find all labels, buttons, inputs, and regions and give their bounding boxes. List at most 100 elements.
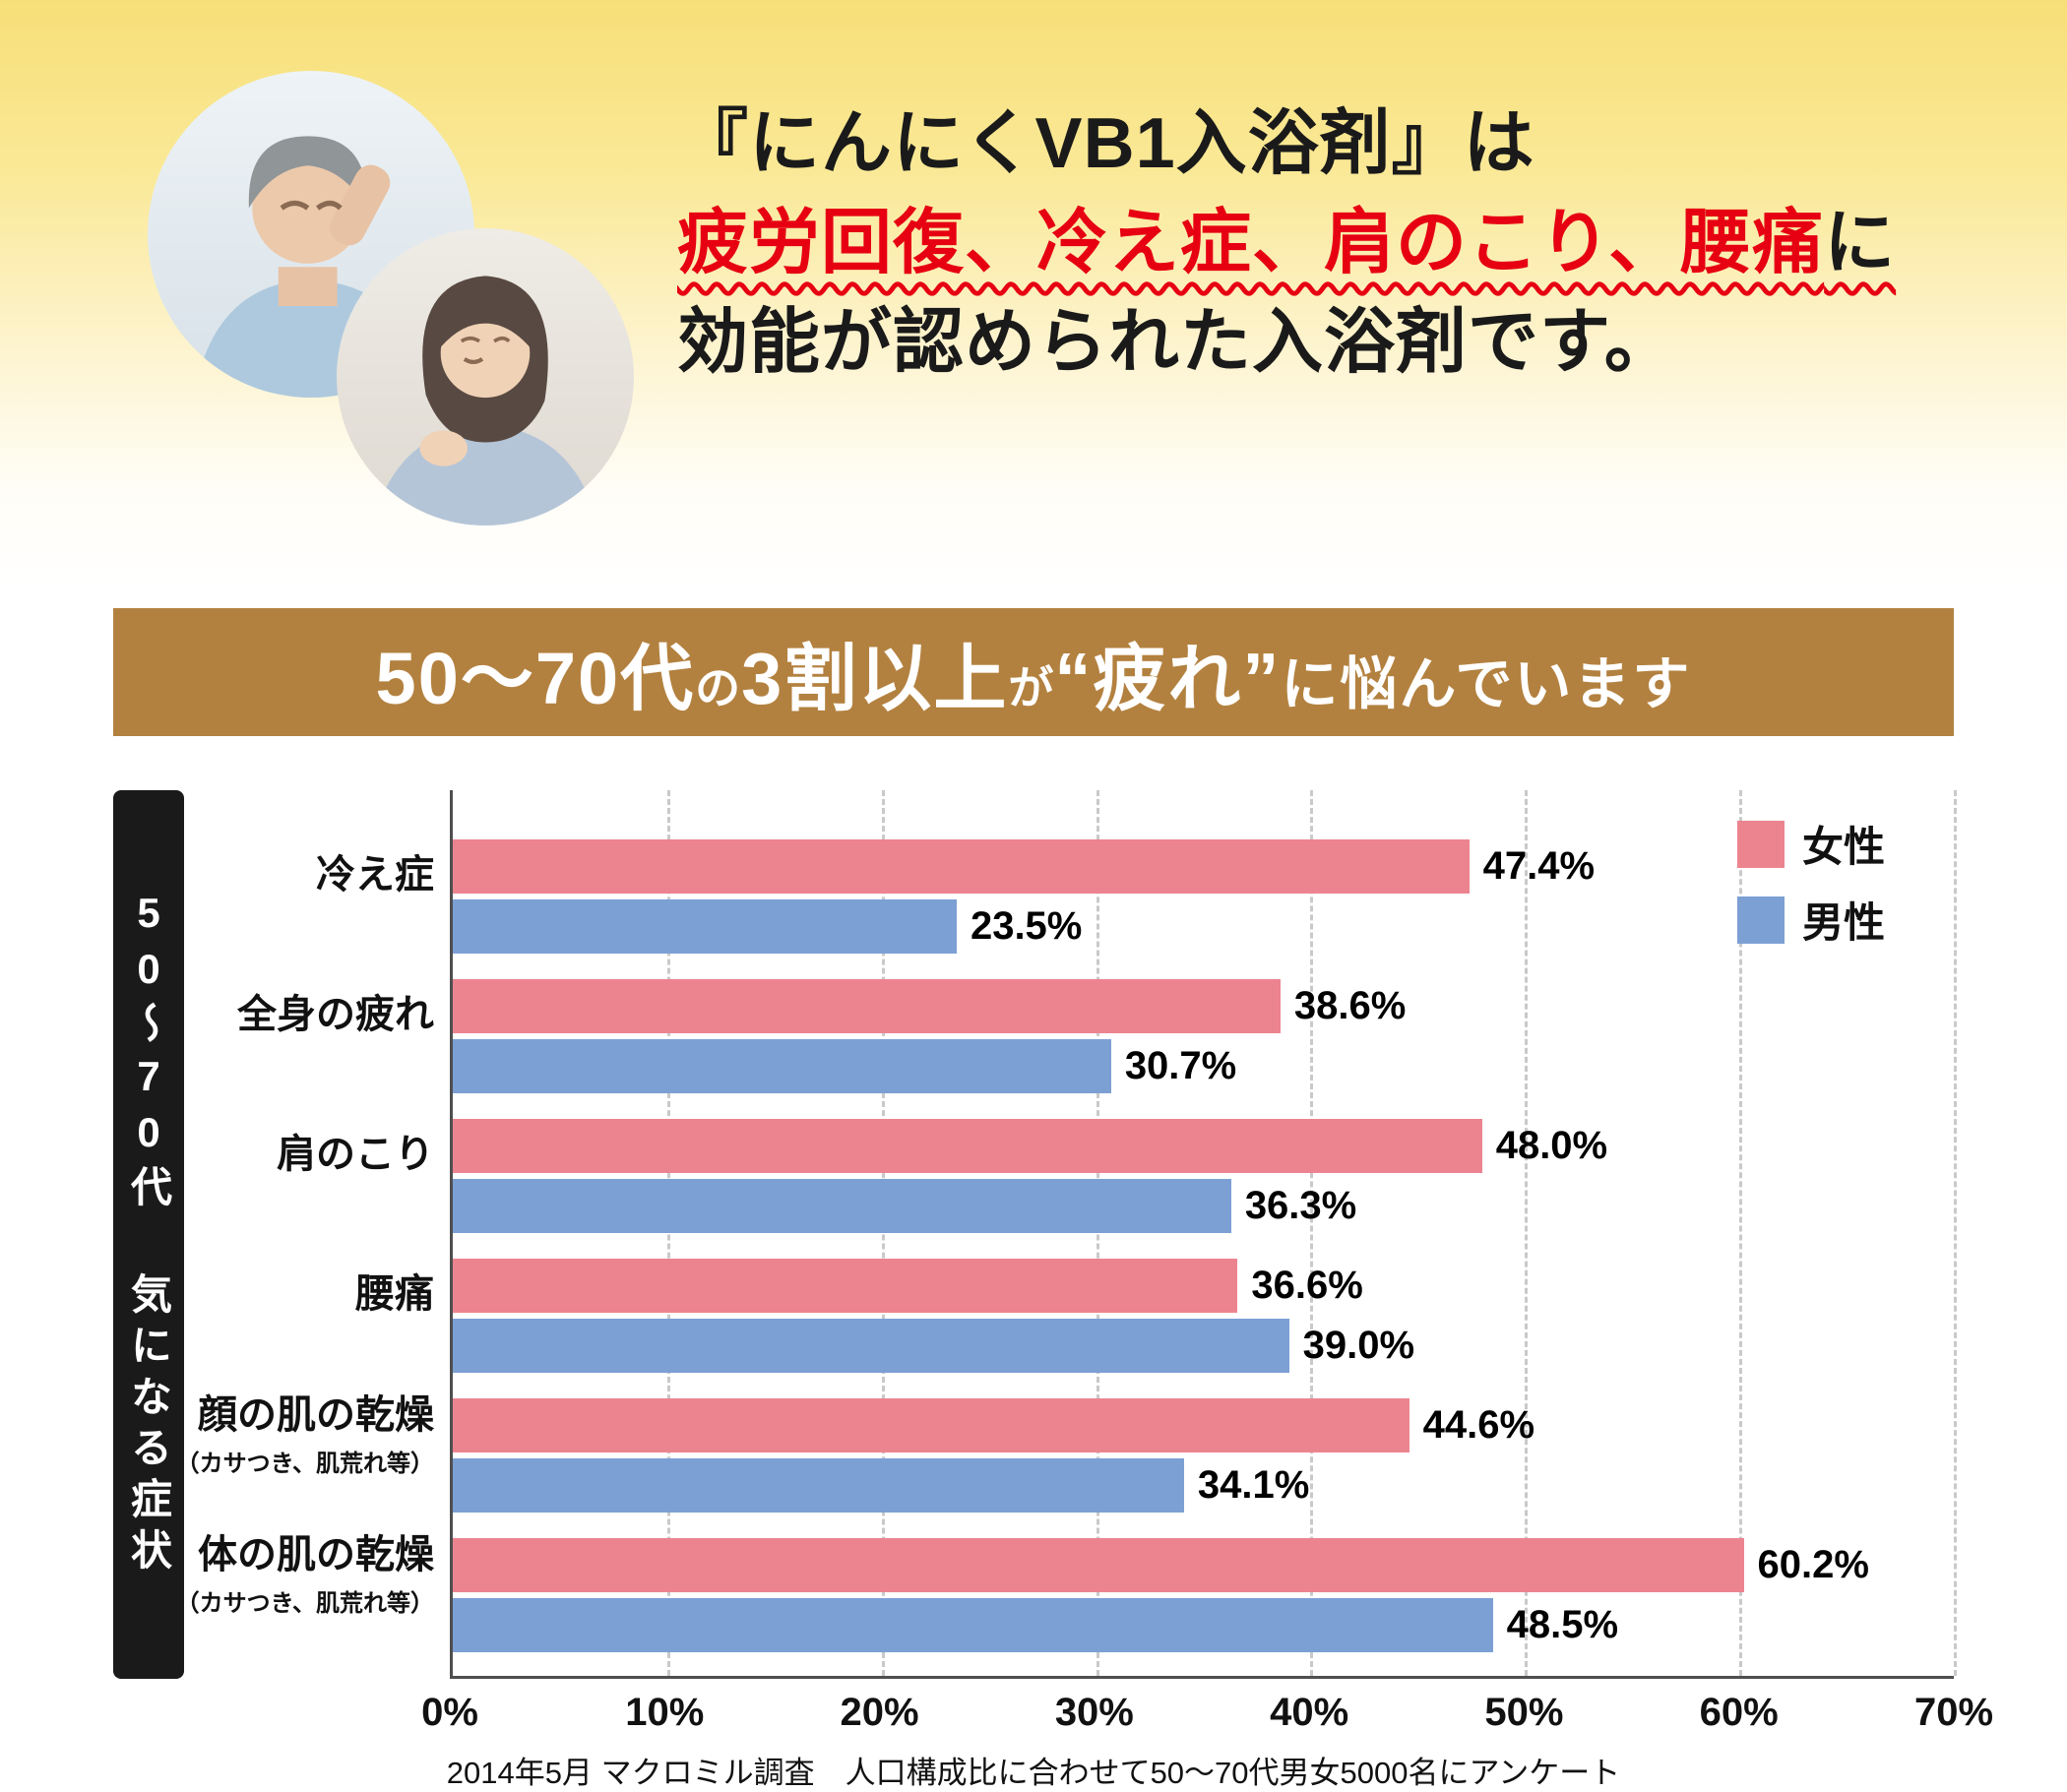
legend-swatch xyxy=(1736,820,1785,868)
category-sublabel: （カサつき、肌荒れ等） xyxy=(175,1589,434,1617)
bar-value-label: 47.4% xyxy=(1482,844,1596,888)
male-bar xyxy=(453,1598,1493,1652)
headline-banner: 50〜70代の3割以上が“疲れ”に悩んでいます xyxy=(113,608,1954,736)
chart-side-label-text: 50〜70代 気になる症状 xyxy=(125,890,172,1579)
category-sublabel: （カサつき、肌荒れ等） xyxy=(175,1450,434,1477)
bar-value-label: 48.5% xyxy=(1506,1603,1619,1646)
category-label: 腰痛 xyxy=(355,1272,434,1316)
bar-row: 39.0% xyxy=(453,1319,1954,1373)
bar-row: 44.6% xyxy=(453,1398,1954,1452)
male-bar xyxy=(453,899,957,954)
gridline xyxy=(1525,790,1529,1676)
x-axis-tick-label: 50% xyxy=(1484,1691,1564,1734)
male-bar xyxy=(453,1179,1231,1233)
female-bar xyxy=(453,1538,1744,1592)
gridline xyxy=(1310,790,1314,1676)
bar-value-label: 36.3% xyxy=(1244,1184,1357,1227)
bar-group: 44.6% 34.1% xyxy=(453,1398,1954,1513)
hero-section: 『にんにくVB1入浴剤』は 疲労回復、冷え症、肩のこり、腰痛に 効能が認められた… xyxy=(0,0,2067,590)
category-label: 顔の肌の乾燥 xyxy=(198,1392,434,1437)
woman-illustration xyxy=(337,228,634,525)
male-bar xyxy=(453,1319,1289,1373)
bar-group: 60.2% 48.5% xyxy=(453,1538,1954,1652)
female-bar xyxy=(453,839,1470,894)
category-label-row: 全身の疲れ xyxy=(196,954,450,1068)
gridline xyxy=(1739,790,1743,1676)
bar-row: 36.6% xyxy=(453,1259,1954,1313)
banner-text-segment: の xyxy=(695,661,742,713)
chart-plot-area: 女性男性 47.4% 23.5% 38.6% 30.7% 48.0% 36.3% 36.6%… xyxy=(450,790,1957,1679)
category-label: 体の肌の乾燥 xyxy=(198,1532,434,1576)
bar-row: 60.2% xyxy=(453,1538,1954,1592)
hero-line-1: 『にんにくVB1入浴剤』は xyxy=(677,104,1535,183)
category-label-row: 顔の肌の乾燥 （カサつき、肌荒れ等） xyxy=(176,1373,450,1487)
bar-value-label: 60.2% xyxy=(1757,1543,1869,1586)
x-axis-tick-label: 70% xyxy=(1913,1691,1994,1734)
category-label-row: 冷え症 xyxy=(196,814,450,928)
bar-value-label: 38.6% xyxy=(1293,984,1407,1027)
bar-value-label: 48.0% xyxy=(1495,1124,1608,1167)
hero-highlight-red-text: 疲労回復、冷え症、肩のこり、腰痛 xyxy=(677,203,1825,282)
female-bar xyxy=(453,1398,1409,1452)
female-bar xyxy=(453,979,1281,1033)
category-label-row: 体の肌の乾燥 （カサつき、肌荒れ等） xyxy=(176,1513,450,1627)
bar-value-label: 36.6% xyxy=(1251,1264,1363,1307)
x-axis-tick-label: 30% xyxy=(1054,1691,1134,1734)
gridline xyxy=(1954,790,1957,1676)
banner-text-segment: が xyxy=(1008,661,1055,713)
banner-text-segment: “疲れ” xyxy=(1054,637,1282,719)
banner-text-segment: 50〜70代 xyxy=(375,637,696,719)
legend-swatch xyxy=(1736,896,1785,944)
bar-row: 23.5% xyxy=(453,899,1954,954)
x-axis-tick-label: 20% xyxy=(840,1691,919,1734)
legend-entry: 男性 xyxy=(1736,890,1885,950)
banner-text: 50〜70代の3割以上が“疲れ”に悩んでいます xyxy=(376,620,1692,725)
category-label: 肩のこり xyxy=(277,1133,434,1176)
category-label-row: 腰痛 xyxy=(196,1233,450,1347)
bar-value-label: 23.5% xyxy=(970,904,1083,948)
bar-group: 48.0% 36.3% xyxy=(453,1119,1954,1233)
hero-line-2: 疲労回復、冷え症、肩のこり、腰痛に xyxy=(677,194,1896,293)
bar-row: 48.5% xyxy=(453,1598,1954,1652)
bar-row: 48.0% xyxy=(453,1119,1954,1173)
bar-value-label: 30.7% xyxy=(1124,1044,1237,1087)
x-axis-tick-label: 60% xyxy=(1699,1691,1779,1734)
chart-legend: 女性 男性 xyxy=(1736,814,1885,950)
bar-value-label: 34.1% xyxy=(1197,1463,1310,1507)
chart-grid: 冷え症全身の疲れ肩のこり腰痛顔の肌の乾燥 （カサつき、肌荒れ等） 体の肌の乾燥 （カサ… xyxy=(176,790,1957,1679)
legend-label: 男性 xyxy=(1801,899,1885,946)
chart-source-note: 2014年5月 マクロミル調査 人口構成比に合わせて50〜70代男女5000名に… xyxy=(446,1756,1621,1790)
male-bar xyxy=(453,1039,1111,1093)
female-bar xyxy=(453,1259,1238,1313)
gridline xyxy=(881,790,885,1676)
bar-row: 47.4% xyxy=(453,839,1954,894)
category-labels-column: 冷え症全身の疲れ肩のこり腰痛顔の肌の乾燥 （カサつき、肌荒れ等） 体の肌の乾燥 （カサ… xyxy=(176,790,450,1679)
male-bar xyxy=(453,1458,1184,1513)
banner-text-segment: に悩んでいます xyxy=(1281,651,1692,716)
symptom-chart: 50〜70代 気になる症状 冷え症全身の疲れ肩のこり腰痛顔の肌の乾燥 （カサつき、… xyxy=(0,736,2067,1792)
hero-highlight-suffix: に xyxy=(1824,203,1897,282)
bar-value-label: 39.0% xyxy=(1302,1324,1415,1367)
bar-group: 47.4% 23.5% xyxy=(453,839,1954,954)
category-label: 冷え症 xyxy=(316,853,434,896)
female-bar xyxy=(453,1119,1482,1173)
bar-row: 34.1% xyxy=(453,1458,1954,1513)
x-axis-tick-label: 10% xyxy=(625,1691,705,1734)
category-label: 全身の疲れ xyxy=(237,993,434,1036)
hero-headline: 『にんにくVB1入浴剤』は 疲労回復、冷え症、肩のこり、腰痛に 効能が認められた… xyxy=(677,94,1896,392)
woman-shoulder-pain-photo xyxy=(337,228,634,525)
chart-side-label: 50〜70代 気になる症状 xyxy=(113,790,184,1679)
legend-entry: 女性 xyxy=(1736,814,1885,874)
banner-text-segment: 3割以上 xyxy=(741,637,1009,719)
gridline xyxy=(1096,790,1099,1676)
x-axis-tick-label: 0% xyxy=(421,1691,478,1734)
chart-body: 50〜70代 気になる症状 冷え症全身の疲れ肩のこり腰痛顔の肌の乾燥 （カサつき、… xyxy=(113,790,1957,1679)
bar-row: 38.6% xyxy=(453,979,1954,1033)
bar-group: 38.6% 30.7% xyxy=(453,979,1954,1093)
legend-label: 女性 xyxy=(1801,824,1885,870)
category-label-row: 肩のこり xyxy=(196,1093,450,1207)
gridline xyxy=(666,790,670,1676)
x-axis-tick-label: 40% xyxy=(1270,1691,1349,1734)
bar-value-label: 44.6% xyxy=(1422,1403,1535,1447)
bar-row: 30.7% xyxy=(453,1039,1954,1093)
